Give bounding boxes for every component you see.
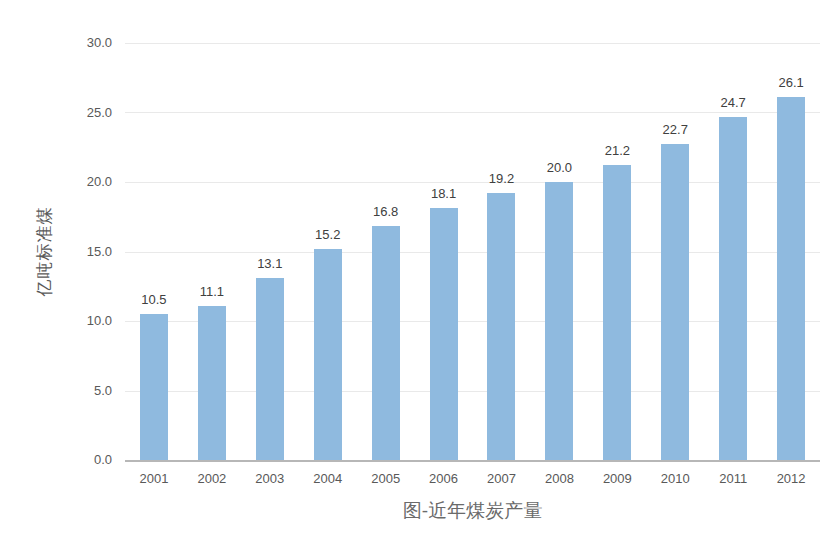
bar-slot: 21.2 [588, 43, 646, 460]
bar [777, 97, 805, 460]
bar-value-label: 22.7 [663, 122, 688, 138]
bar-slot: 13.1 [241, 43, 299, 460]
y-axis-title: 亿吨标准煤 [32, 43, 58, 460]
bar [545, 182, 573, 460]
bar-slot: 10.5 [125, 43, 183, 460]
bar [603, 165, 631, 460]
bar-slot: 18.1 [415, 43, 473, 460]
x-axis-labels: 2001200220032004200520062007200820092010… [125, 471, 820, 486]
x-tick-label: 2010 [646, 471, 704, 486]
bar [487, 193, 515, 460]
bar [372, 226, 400, 460]
bar [314, 249, 342, 460]
bar-value-label: 19.2 [489, 171, 514, 187]
bar-slot: 22.7 [646, 43, 704, 460]
x-tick-label: 2002 [183, 471, 241, 486]
bar-value-label: 24.7 [721, 95, 746, 111]
bar-slot: 11.1 [183, 43, 241, 460]
bar-slot: 20.0 [530, 43, 588, 460]
y-tick-label: 30.0 [60, 34, 112, 52]
bar-slot: 19.2 [473, 43, 531, 460]
bar [661, 144, 689, 460]
x-tick-label: 2001 [125, 471, 183, 486]
y-tick-label: 25.0 [60, 104, 112, 122]
bar-value-label: 21.2 [605, 143, 630, 159]
x-tick-label: 2009 [588, 471, 646, 486]
chart-title: 图-近年煤炭产量 [125, 498, 820, 524]
bar-slot: 16.8 [357, 43, 415, 460]
y-tick-label: 5.0 [60, 382, 112, 400]
bar [140, 314, 168, 460]
bar [198, 306, 226, 460]
x-tick-label: 2007 [473, 471, 531, 486]
bar-value-label: 16.8 [373, 204, 398, 220]
y-tick-label: 20.0 [60, 173, 112, 191]
bar-value-label: 26.1 [778, 75, 803, 91]
bar-slot: 24.7 [704, 43, 762, 460]
plot-area: 10.5 11.1 13.1 15.2 16.8 18.1 19.2 20.0 21.2 22.7… [125, 43, 820, 462]
y-tick-label: 10.0 [60, 312, 112, 330]
bar [256, 278, 284, 460]
bar [430, 208, 458, 460]
bar-value-label: 13.1 [257, 256, 282, 272]
bar [719, 117, 747, 460]
x-tick-label: 2006 [415, 471, 473, 486]
bar-value-label: 20.0 [547, 160, 572, 176]
x-tick-label: 2008 [530, 471, 588, 486]
bar-value-label: 10.5 [141, 292, 166, 308]
x-tick-label: 2005 [357, 471, 415, 486]
y-tick-label: 15.0 [60, 243, 112, 261]
bars-row: 10.5 11.1 13.1 15.2 16.8 18.1 19.2 20.0 21.2 22.7… [125, 43, 820, 460]
bar-slot: 26.1 [762, 43, 820, 460]
bar-slot: 15.2 [299, 43, 357, 460]
bar-value-label: 11.1 [200, 284, 224, 300]
y-tick-label: 0.0 [60, 451, 112, 469]
coal-production-bar-chart: 亿吨标准煤 30.0 25.0 20.0 15.0 10.0 5.0 0.0 10.5 11.… [0, 0, 838, 550]
bar-value-label: 18.1 [431, 186, 456, 202]
bar-value-label: 15.2 [315, 227, 340, 243]
x-tick-label: 2011 [704, 471, 762, 486]
x-tick-label: 2004 [299, 471, 357, 486]
x-tick-label: 2003 [241, 471, 299, 486]
x-tick-label: 2012 [762, 471, 820, 486]
